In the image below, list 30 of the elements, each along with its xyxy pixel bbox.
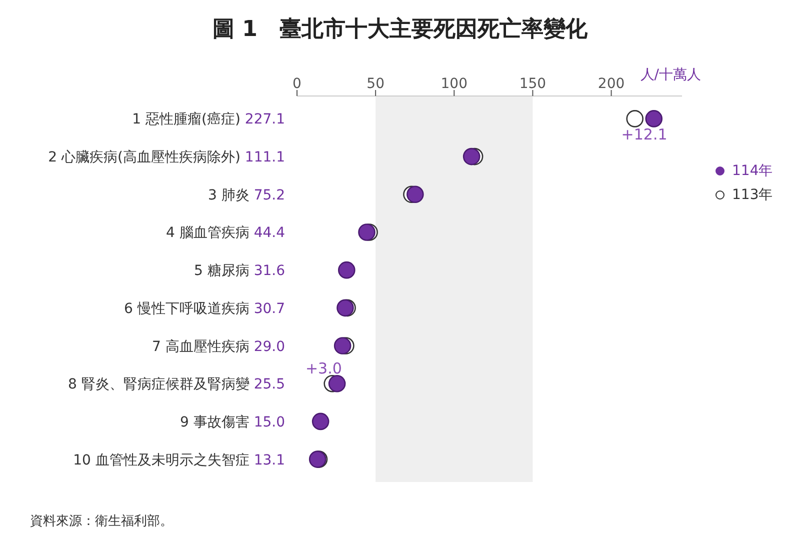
y-tick-label: 6 慢性下呼吸道疾病 30.7: [124, 300, 285, 317]
point: [312, 412, 330, 430]
y-tick-label: 7 高血壓性疾病 29.0: [152, 338, 285, 355]
y-tick-label: 4 腦血管疾病 44.4: [166, 225, 286, 242]
y-tick-label: 2 心臟疾病(高血壓性疾病除外) 111.1: [48, 150, 285, 166]
point: [462, 148, 480, 166]
y-tick-label: 3 肺炎 75.2: [208, 187, 285, 204]
annotation: +12.1: [621, 125, 668, 144]
x-axis-title: 人/十萬人: [640, 66, 701, 83]
point: [406, 186, 424, 204]
point: [626, 110, 644, 128]
y-tick-label: 9 事故傷害 15.0: [180, 414, 285, 430]
x-tick-label: 150: [519, 76, 546, 92]
chart-title: 圖 1 臺北市十大主要死因死亡率變化: [212, 16, 588, 44]
y-tick-label: 8 腎炎、腎病症候群及腎病變 25.5: [68, 376, 285, 393]
source-note: 資料來源：衛生福利部。: [30, 513, 174, 530]
y-tick-label: 5 糖尿病 31.6: [194, 263, 286, 280]
y-tick-label: 1 惡性腫瘤(癌症) 227.1: [132, 112, 285, 128]
y-tick-label: 10 血管性及未明示之失智症 13.1: [73, 452, 285, 468]
legend-label: 114年: [731, 162, 774, 180]
x-tick-label: 100: [440, 76, 468, 92]
point: [338, 261, 356, 279]
legend-label: 113年: [731, 186, 774, 204]
point: [645, 110, 663, 128]
x-tick-label: 0: [292, 76, 302, 92]
x-tick-label: 50: [366, 76, 384, 92]
annotation: +3.0: [305, 360, 342, 378]
point: [334, 337, 352, 354]
point: [328, 374, 346, 392]
x-tick-label: 200: [598, 76, 625, 92]
